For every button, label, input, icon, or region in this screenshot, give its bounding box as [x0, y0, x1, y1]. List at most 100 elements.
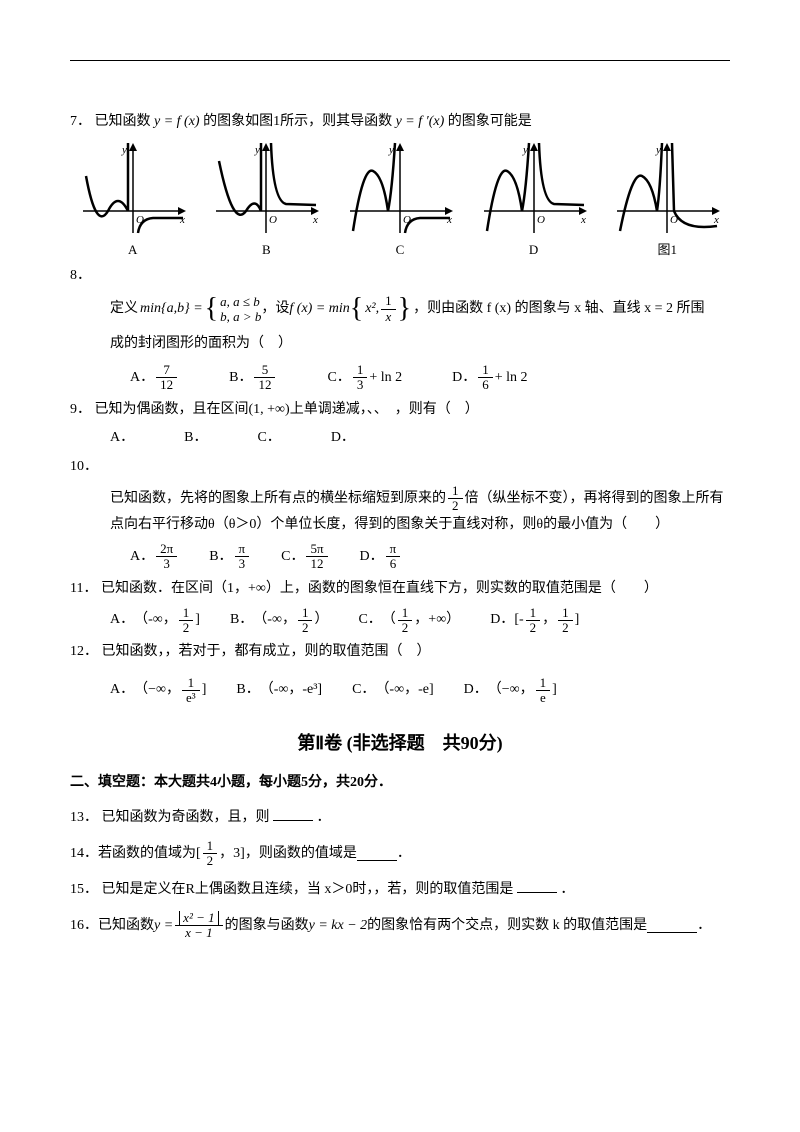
- q8-c-suffix: + ln 2: [369, 367, 402, 389]
- q8-post: ，则由函数 f (x) 的图象与 x 轴、直线 x = 2 所围: [413, 298, 704, 320]
- graph-d-label: D: [471, 240, 596, 261]
- q16-pre: 已知函数: [98, 915, 154, 937]
- q8-opt-d[interactable]: D． 16 + ln 2: [452, 363, 527, 393]
- q9-number: 9．: [70, 402, 91, 417]
- q16-mid: 的图象与函数: [225, 915, 309, 937]
- subsection-2: 二、填空题：本大题共4小题，每小题5分，共20分．: [70, 772, 730, 794]
- svg-text:x: x: [580, 214, 586, 226]
- q16-y: y =: [154, 915, 173, 937]
- q9-text: 已知为偶函数，且在区间(1, +∞)上单调递减，、、 ，则有（ ）: [95, 402, 479, 417]
- q11-opt-d[interactable]: D． [- 12 ， 12 ]: [490, 606, 579, 636]
- q14-number: 14．: [70, 843, 98, 865]
- q7-pre: 已知函数: [95, 114, 155, 129]
- q16-period: ．: [697, 915, 711, 937]
- q8-mid: ，设: [261, 298, 289, 320]
- q11-opt-c[interactable]: C． （ 12 ，+∞）: [358, 606, 460, 636]
- q16-eq2: y = kx − 2: [309, 915, 368, 937]
- question-16: 16． 已知函数 y = x² − 1 x − 1 的图象与函数 y = kx …: [70, 911, 711, 941]
- graph-a-label: A: [70, 240, 195, 261]
- q16-fden: x − 1: [175, 926, 222, 940]
- svg-text:O: O: [537, 214, 545, 226]
- q16-blank[interactable]: [647, 919, 697, 933]
- q10-l2: 点向右平行移动θ（θ＞0）个单位长度，得到的图象关于直线对称，则θ的最小值为（ …: [110, 514, 730, 536]
- q8-number: 8．: [70, 265, 730, 287]
- svg-text:y: y: [121, 144, 127, 156]
- q8-minlabel: min{a,b} =: [140, 298, 203, 320]
- q7-graphs: x y O A x y O B: [70, 141, 730, 261]
- svg-text:y: y: [655, 144, 661, 156]
- q11-text: 已知函数．在区间（1，+∞）上，函数的图象恒在直线下方，则实数的取值范围是（ ）: [101, 581, 658, 596]
- question-8: 8． 定义 min{a,b} = { a, a ≤ b b, a > b ，设 …: [70, 265, 730, 393]
- q11-number: 11．: [70, 581, 97, 596]
- q12-opt-c[interactable]: C． （-∞，-e]: [352, 676, 434, 706]
- q10-opt-b[interactable]: B． π3: [209, 542, 251, 572]
- q8-b-label: B．: [229, 367, 252, 389]
- q8-set-l: x²,: [365, 298, 379, 320]
- q7-eq2: y = f ′(x): [396, 114, 445, 129]
- q13-post: ．: [317, 810, 331, 825]
- graph-fig1-label: 图1: [605, 240, 730, 261]
- q11-opt-b[interactable]: B． （-∞， 12 ）: [230, 606, 329, 636]
- question-10: 10． 已知函数，先将的图象上所有点的横坐标缩短到原来的 12 倍（纵坐标不变）…: [70, 456, 730, 572]
- q8-line2: 成的封闭图形的面积为（ ）: [110, 333, 730, 355]
- q16-post: 的图象恰有两个交点，则实数 k 的取值范围是: [367, 915, 647, 937]
- question-12: 12． 已知函数，，若对于，都有成立，则的取值范围（ ） A． （−∞， 1e³…: [70, 641, 730, 705]
- q8-piecewise: { a, a ≤ b b, a > b: [205, 294, 262, 325]
- question-13: 13． 已知函数为奇函数，且，则 ．: [70, 807, 730, 829]
- graph-b-label: B: [204, 240, 329, 261]
- q8-opt-b[interactable]: B． 512: [229, 363, 277, 393]
- q16-absnum: x² − 1: [179, 911, 218, 925]
- q9-opt-a[interactable]: A．: [110, 427, 134, 449]
- question-9: 9． 已知为偶函数，且在区间(1, +∞)上单调递减，、、 ，则有（ ） A． …: [70, 399, 730, 450]
- q15-blank[interactable]: [517, 879, 557, 893]
- q8-opt-a[interactable]: A． 712: [130, 363, 179, 393]
- q12-opt-d[interactable]: D． （−∞， 1e ]: [464, 676, 557, 706]
- q8-opt-c[interactable]: C． 13 + ln 2: [327, 363, 402, 393]
- q8-d-label: D．: [452, 367, 476, 389]
- top-rule: [70, 60, 730, 61]
- q15-number: 15．: [70, 882, 98, 897]
- svg-text:x: x: [179, 214, 185, 226]
- section-2-title: 第Ⅱ卷 (非选择题 共90分): [70, 729, 730, 758]
- q8-case2: b, a > b: [220, 309, 261, 325]
- q13-pre: 已知函数为奇函数，且，则: [102, 810, 270, 825]
- question-7: 7． 已知函数 y = f (x) 的图象如图1所示，则其导函数 y = f ′…: [70, 111, 730, 261]
- q12-opt-a[interactable]: A． （−∞， 1e³ ]: [110, 676, 206, 706]
- q10-l1pre: 已知函数，先将的图象上所有点的横坐标缩短到原来的: [110, 488, 446, 510]
- q13-number: 13．: [70, 810, 98, 825]
- question-11: 11． 已知函数．在区间（1，+∞）上，函数的图象恒在直线下方，则实数的取值范围…: [70, 578, 730, 636]
- q8-c-label: C．: [327, 367, 350, 389]
- q8-a-label: A．: [130, 367, 154, 389]
- svg-text:x: x: [446, 214, 452, 226]
- graph-d: x y O D: [471, 141, 596, 261]
- q10-opt-c[interactable]: C． 5π12: [281, 542, 329, 572]
- q14-mid: ，3]，则函数的值域是: [219, 843, 357, 865]
- q8-set-den: x: [381, 310, 396, 324]
- q14-blank[interactable]: [357, 847, 397, 861]
- q16-number: 16．: [70, 915, 98, 937]
- q7-text: 7． 已知函数 y = f (x) 的图象如图1所示，则其导函数 y = f ′…: [70, 111, 730, 133]
- q14-pre: 若函数的值域为[: [98, 843, 201, 865]
- svg-text:O: O: [269, 214, 277, 226]
- q7-post: 的图象可能是: [448, 114, 532, 129]
- q13-blank[interactable]: [273, 807, 313, 821]
- q10-opt-d[interactable]: D． π6: [360, 542, 403, 572]
- question-15: 15． 已知是定义在R上偶函数且连续，当 x＞0时，，若，则的取值范围是 ．: [70, 879, 730, 901]
- graph-b: x y O B: [204, 141, 329, 261]
- q9-opt-c[interactable]: C．: [257, 427, 280, 449]
- q8-d-suffix: + ln 2: [495, 367, 528, 389]
- q10-opt-a[interactable]: A． 2π3: [130, 542, 179, 572]
- q10-l1post: 倍（纵坐标不变），再将得到的图象上所有: [465, 488, 724, 510]
- q11-opt-a[interactable]: A． （-∞， 12 ]: [110, 606, 200, 636]
- q9-opt-b[interactable]: B．: [184, 427, 207, 449]
- q9-opt-d[interactable]: D．: [331, 427, 355, 449]
- graph-c-label: C: [337, 240, 462, 261]
- svg-text:x: x: [713, 214, 719, 226]
- q15-pre: 已知是定义在R上偶函数且连续，当 x＞0时，，若，则的取值范围是: [102, 882, 514, 897]
- q7-mid: 的图象如图1所示，则其导函数: [203, 114, 396, 129]
- q12-opt-b[interactable]: B． （-∞，-e³]: [236, 676, 322, 706]
- q10-number: 10．: [70, 456, 730, 478]
- graph-c: x y O C: [337, 141, 462, 261]
- q8-prefix: 定义: [110, 298, 138, 320]
- q15-post: ．: [560, 882, 574, 897]
